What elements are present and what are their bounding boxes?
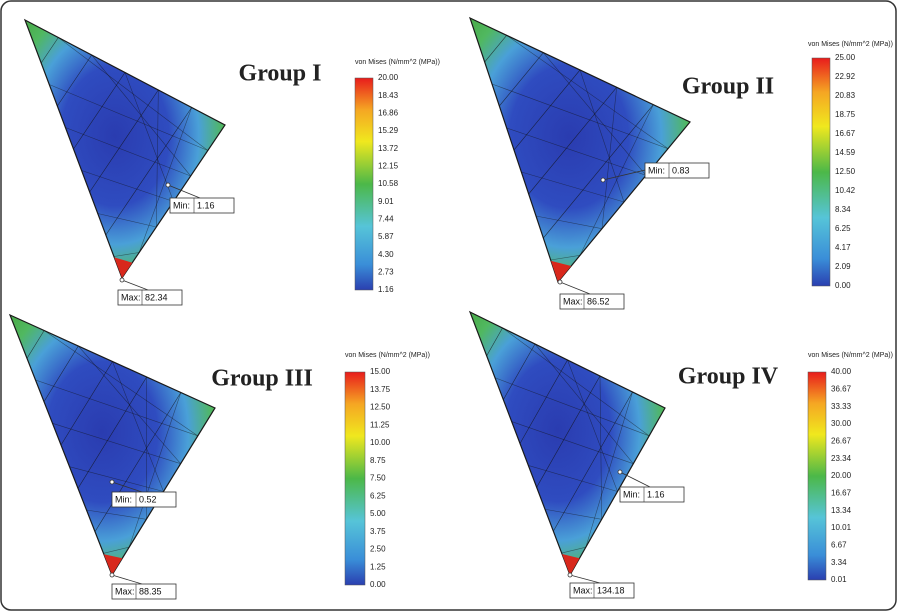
legend-tick: 10.42 — [835, 186, 856, 195]
color-bar — [355, 78, 373, 290]
legend-tick: 8.75 — [370, 456, 386, 465]
legend-tick: 10.01 — [831, 523, 852, 532]
legend-tick: 25.00 — [835, 53, 856, 62]
legend-tick: 2.50 — [370, 545, 386, 554]
panel-title: Group III — [211, 366, 313, 392]
legend-tick: 10.00 — [370, 438, 391, 447]
max-point — [568, 573, 572, 577]
legend-tick: 3.34 — [831, 558, 847, 567]
legend-tick: 4.17 — [835, 243, 851, 252]
legend-tick: 13.75 — [370, 385, 391, 394]
max-point — [120, 278, 124, 282]
legend-tick: 2.73 — [378, 267, 394, 276]
legend-tick: 7.44 — [378, 214, 394, 223]
legend-tick: 15.00 — [370, 367, 391, 376]
legend-tick: 18.75 — [835, 110, 856, 119]
max-value: 82.34 — [145, 292, 168, 302]
legend-tick: 6.25 — [835, 224, 851, 233]
max-label: Max: — [563, 296, 583, 306]
legend-tick: 8.34 — [835, 205, 851, 214]
legend-tick: 12.50 — [835, 167, 856, 176]
min-label: Min: — [648, 165, 665, 175]
legend-tick: 22.92 — [835, 72, 856, 81]
legend-tick: 18.43 — [378, 91, 399, 100]
color-bar — [808, 372, 826, 580]
panel-title: Group II — [682, 74, 774, 100]
legend-tick: 5.87 — [378, 232, 394, 241]
legend-tick: 0.01 — [831, 575, 847, 584]
legend-tick: 5.00 — [370, 509, 386, 518]
legend-tick: 23.34 — [831, 454, 852, 463]
legend-title: von Mises (N/mm^2 (MPa)) — [808, 41, 893, 48]
max-point — [110, 573, 114, 577]
legend-tick: 13.34 — [831, 506, 852, 515]
min-label: Min: — [623, 489, 640, 499]
min-value: 0.83 — [672, 165, 690, 175]
min-label: Min: — [115, 494, 132, 504]
legend-tick: 13.72 — [378, 144, 399, 153]
legend-tick: 3.75 — [370, 527, 386, 536]
legend-title: von Mises (N/mm^2 (MPa)) — [808, 352, 893, 359]
max-label: Max: — [115, 586, 135, 596]
legend-tick: 0.00 — [835, 281, 851, 290]
panel-title: Group IV — [678, 364, 779, 390]
color-bar — [812, 58, 830, 286]
legend-tick: 20.83 — [835, 91, 856, 100]
legend-tick: 12.15 — [378, 161, 399, 170]
panel-title: Group I — [239, 61, 322, 87]
legend-title: von Mises (N/mm^2 (MPa)) — [355, 59, 440, 66]
legend-tick: 11.25 — [370, 420, 390, 429]
legend-tick: 7.50 — [370, 474, 386, 483]
legend-tick: 15.29 — [378, 126, 399, 135]
legend-tick: 1.25 — [370, 562, 386, 571]
min-point — [110, 480, 114, 484]
min-value: 1.16 — [647, 489, 665, 499]
legend-tick: 20.00 — [831, 471, 852, 480]
max-value: 134.18 — [597, 585, 625, 595]
legend-tick: 12.50 — [370, 403, 391, 412]
min-point — [601, 178, 605, 182]
legend-tick: 33.33 — [831, 402, 852, 411]
legend-tick: 4.30 — [378, 250, 394, 259]
max-point — [558, 280, 562, 284]
legend-tick: 9.01 — [378, 197, 394, 206]
legend-tick: 36.67 — [831, 384, 852, 393]
legend-tick: 30.00 — [831, 419, 852, 428]
legend-tick: 1.16 — [378, 285, 394, 294]
max-value: 86.52 — [587, 296, 610, 306]
legend-tick: 16.86 — [378, 108, 399, 117]
max-label: Max: — [121, 292, 141, 302]
color-bar — [345, 372, 365, 585]
legend-title: von Mises (N/mm^2 (MPa)) — [345, 352, 430, 359]
figure: Group I von Mises (N/mm^2 (MPa)) 20.00 18.4… — [0, 0, 897, 611]
min-value: 0.52 — [139, 494, 157, 504]
legend-tick: 10.58 — [378, 179, 399, 188]
max-value: 88.35 — [139, 586, 162, 596]
legend-tick: 2.09 — [835, 262, 851, 271]
min-label: Min: — [173, 200, 190, 210]
legend-tick: 16.67 — [831, 488, 852, 497]
legend-tick: 6.67 — [831, 540, 847, 549]
legend-tick: 0.00 — [370, 580, 386, 589]
max-label: Max: — [573, 585, 593, 595]
min-point — [166, 183, 170, 187]
min-point — [618, 470, 622, 474]
legend-tick: 40.00 — [831, 367, 852, 376]
legend-tick: 6.25 — [370, 491, 386, 500]
legend-tick: 16.67 — [835, 129, 856, 138]
legend-tick: 26.67 — [831, 436, 852, 445]
legend-tick: 20.00 — [378, 73, 399, 82]
legend-tick: 14.59 — [835, 148, 856, 157]
min-value: 1.16 — [197, 200, 215, 210]
